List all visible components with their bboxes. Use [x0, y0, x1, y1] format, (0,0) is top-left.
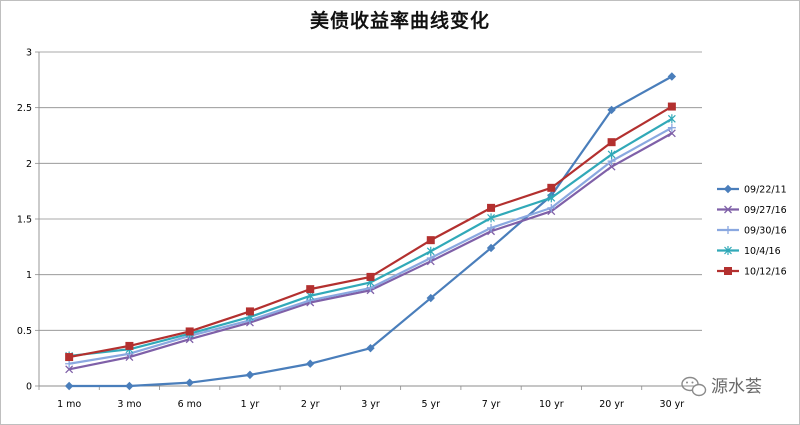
- legend-marker: [724, 226, 732, 234]
- legend-label: 09/27/16: [744, 205, 787, 216]
- wechat-icon: [681, 376, 707, 397]
- data-point: [547, 183, 556, 192]
- data-point: [306, 285, 315, 294]
- data-point: [426, 293, 435, 303]
- series-10-12-16: [65, 102, 676, 362]
- legend-item: 09/22/11: [717, 185, 787, 196]
- series-09-27-16: [65, 129, 676, 374]
- watermark-text: 源水荟: [711, 377, 762, 397]
- legend-marker: [723, 184, 733, 194]
- data-point: [487, 223, 496, 232]
- x-tick-label: 1 mo: [57, 399, 81, 410]
- legend-item: 10/4/16: [717, 246, 781, 257]
- x-tick-label: 5 yr: [421, 399, 440, 410]
- series-09-30-16: [65, 123, 676, 368]
- chart-title: 美债收益率曲线变化: [309, 10, 490, 32]
- axes: [35, 51, 703, 390]
- data-point: [426, 236, 435, 245]
- data-point: [306, 359, 315, 368]
- data-point: [547, 203, 556, 212]
- data-point: [547, 193, 556, 203]
- legend-label: 10/12/16: [744, 267, 787, 278]
- data-point: [607, 138, 616, 147]
- y-tick-label: 0.5: [17, 326, 32, 337]
- x-tick-label: 20 yr: [599, 399, 624, 410]
- legend-item: 09/27/16: [717, 205, 787, 216]
- data-point: [667, 129, 676, 138]
- x-tick-label: 3 mo: [117, 399, 141, 410]
- data-point: [426, 246, 435, 256]
- data-point: [65, 365, 74, 374]
- legend: 09/22/11 09/27/16 09/30/16 10/4/16 10/12/16: [717, 185, 787, 278]
- x-tick-label: 2 yr: [301, 399, 320, 410]
- y-tick-label: 1.5: [17, 215, 32, 226]
- data-point: [667, 72, 677, 81]
- data-point: [245, 370, 255, 380]
- series-layer: [64, 72, 677, 391]
- x-tick-label: 7 yr: [482, 399, 501, 410]
- data-point: [65, 359, 74, 368]
- legend-label: 09/22/11: [744, 185, 787, 196]
- data-point: [125, 381, 134, 391]
- legend-item: 10/12/16: [717, 267, 787, 278]
- data-point: [366, 343, 375, 353]
- legend-item: 09/30/16: [717, 226, 787, 237]
- x-tick-label: 1 yr: [241, 399, 260, 410]
- gridlines: [39, 51, 702, 331]
- y-tick-labels: 0 0.5 1 1.5 2 2.5 3: [17, 48, 32, 393]
- legend-marker: [724, 267, 732, 275]
- x-tick-label: 6 mo: [178, 399, 202, 410]
- series-09-22-11: [64, 72, 677, 391]
- data-point: [667, 123, 676, 132]
- y-tick-label: 0: [26, 382, 32, 393]
- y-tick-label: 3: [26, 48, 32, 59]
- x-tick-label: 30 yr: [660, 399, 685, 410]
- series-line: [68, 132, 673, 371]
- data-point: [125, 341, 134, 350]
- data-point: [486, 243, 496, 253]
- x-tick-label: 3 yr: [361, 399, 380, 410]
- legend-label: 09/30/16: [744, 226, 787, 237]
- series-line: [68, 105, 673, 359]
- data-point: [185, 327, 194, 336]
- data-point: [487, 213, 495, 223]
- data-point: [667, 114, 676, 124]
- data-point: [607, 149, 616, 159]
- data-point: [607, 162, 616, 171]
- data-point: [65, 353, 74, 362]
- series-10-4-16: [65, 114, 676, 361]
- legend-marker: [724, 205, 732, 214]
- data-point: [607, 105, 616, 115]
- data-point: [487, 203, 496, 212]
- data-point: [245, 307, 254, 316]
- x-tick-label: 10 yr: [539, 399, 564, 410]
- data-point: [366, 272, 375, 281]
- y-tick-label: 2.5: [17, 103, 32, 114]
- legend-label: 10/4/16: [744, 246, 781, 257]
- legend-marker: [724, 246, 732, 255]
- data-point: [64, 381, 74, 391]
- x-tick-labels: 1 mo 3 mo 6 mo 1 yr 2 yr 3 yr 5 yr 7 yr 10 yr 20 …: [57, 399, 684, 410]
- watermark: 源水荟: [681, 376, 762, 397]
- data-point: [185, 378, 194, 387]
- y-tick-label: 2: [26, 159, 32, 170]
- data-point: [667, 102, 676, 111]
- y-tick-label: 1: [26, 270, 32, 281]
